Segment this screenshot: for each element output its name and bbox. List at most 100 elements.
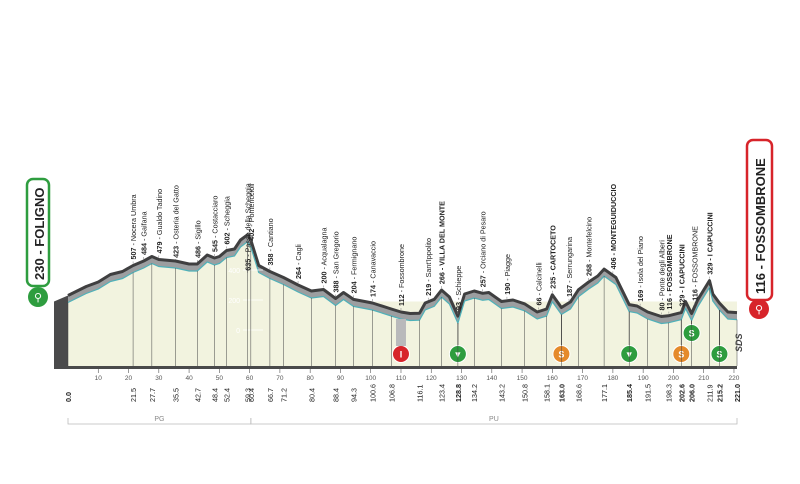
- finish-label: 116 - FOSSOMBRONE: [753, 158, 768, 294]
- place-label: 545 - Costacciaro: [211, 196, 220, 252]
- elevation-tick-label: 0: [236, 328, 240, 335]
- start-bike-circle: [28, 287, 48, 307]
- place-label: 169 - Isola del Piano: [636, 236, 645, 302]
- elevation-tick-label: 200: [228, 298, 240, 305]
- km-tick-label: 90: [337, 375, 345, 382]
- km-tick-label: 170: [577, 375, 588, 382]
- km-label: 128.8: [454, 384, 463, 402]
- profile-ridge: [67, 233, 738, 318]
- km-label: 59.3: [244, 388, 253, 402]
- place-label: 187 - Serrungarina: [565, 237, 574, 297]
- km-label: 80.4: [307, 388, 316, 402]
- profile-plain: [68, 241, 737, 366]
- km-tick-label: 60: [246, 375, 254, 382]
- km-label: 198.3: [664, 384, 673, 402]
- intermediate-column: [395, 319, 406, 346]
- km-tick-label: 160: [547, 375, 558, 382]
- km-tick-label: 140: [486, 375, 497, 382]
- place-label: 264 - Cagli: [294, 244, 303, 279]
- km-tick-label: 40: [185, 375, 193, 382]
- km-tick-label: 130: [456, 375, 467, 382]
- region-brackets: PG PU: [67, 416, 738, 425]
- km-tick-label: 120: [426, 375, 437, 382]
- place-label: 93 - Schieppe: [454, 266, 463, 310]
- place-label: 266 - VILLA DEL MONTE: [438, 201, 447, 284]
- place-label: 268 - Montefelcino: [585, 217, 594, 276]
- km-tick-label: 20: [125, 375, 133, 382]
- place-label: 174 - Canavaccio: [369, 241, 378, 297]
- km-tick-label: 210: [698, 375, 709, 382]
- km-label: 88.4: [332, 388, 341, 402]
- place-label: 484 - Gaifana: [140, 211, 149, 255]
- bicycle-icon: ⚲: [755, 303, 763, 316]
- place-label: 257 - Orciano di Pesaro: [479, 211, 488, 287]
- place-label: 329 - I CAPUCCINI: [705, 212, 714, 274]
- km-label: 106.8: [387, 384, 396, 402]
- place-label: 388 - San Gregorio: [332, 231, 341, 292]
- km-label: 150.8: [520, 384, 529, 402]
- start-badge-box: [25, 177, 51, 288]
- start-label: 230 - FOLIGNO: [32, 188, 47, 280]
- km-label: 163.0: [557, 384, 566, 402]
- km-tick-label: 220: [729, 375, 740, 382]
- finish-bike-circle: [749, 299, 769, 319]
- place-label: 406 - MONTEGUIDUCCIO: [609, 183, 618, 269]
- place-label: 190 - Piagge: [503, 254, 512, 295]
- km-label: 123.4: [438, 384, 447, 402]
- region-label: PU: [489, 416, 499, 423]
- place-label: 66 - Calcinelli: [535, 262, 544, 306]
- km-label: 221.0: [733, 384, 742, 402]
- km-tick-label: 150: [517, 375, 528, 382]
- km-label: 27.7: [148, 388, 157, 402]
- km-tick-label: 30: [155, 375, 163, 382]
- km-tick-label: 190: [638, 375, 649, 382]
- km-tick-label: 70: [276, 375, 284, 382]
- km-label: 116.1: [415, 385, 424, 402]
- km-label: 143.2: [497, 384, 506, 402]
- km-tick-label: 110: [396, 375, 407, 382]
- place-label: 235 - CARTOCETO: [548, 225, 557, 289]
- km-label: 191.5: [644, 384, 653, 402]
- bicycle-icon: ⚲: [34, 291, 42, 304]
- km-label: 48.4: [211, 388, 220, 402]
- place-label: 479 - Gualdo Tadino: [155, 189, 164, 254]
- region-label: PG: [154, 416, 164, 423]
- region-bracket: [250, 418, 738, 425]
- km-label: 0.0: [64, 392, 73, 402]
- place-label: 635 - Passo della Scheggia: [244, 183, 253, 271]
- km-label: 215.2: [715, 384, 724, 402]
- km-tick-label: 200: [668, 375, 679, 382]
- elevation-ticks: 400 200 0: [228, 268, 263, 335]
- km-tick-label: 80: [307, 375, 315, 382]
- km-tick-label: 180: [607, 375, 618, 382]
- km-label: 94.3: [349, 388, 358, 402]
- km-ticks: 10 20 30 40 50 60 70 80 90 100 110 120 130 140 150 160 1…: [95, 369, 740, 382]
- place-label: 116 - FOSSOMBRONE: [665, 234, 674, 309]
- km-label: 71.2: [280, 388, 289, 402]
- km-label: 21.5: [129, 388, 138, 402]
- place-label: 486 - Sigillo: [193, 220, 202, 258]
- start-wall: [54, 295, 68, 366]
- km-label: 211.9: [705, 385, 714, 402]
- place-label: 358 - Cantiano: [266, 218, 275, 265]
- place-label: 116 - FOSSOMBRONE: [691, 226, 700, 301]
- place-label: 204 - Fermignano: [349, 237, 358, 294]
- km-label: 134.2: [470, 384, 479, 402]
- place-label: 507 - Nocera Umbra: [129, 194, 138, 259]
- km-label: 60.4: [247, 388, 256, 402]
- place-label: 402 - Pontericcioli: [247, 183, 256, 241]
- baseline: [54, 366, 737, 369]
- km-label: 158.1: [543, 384, 552, 402]
- elevation-tick-label: 400: [228, 268, 240, 275]
- km-tick-label: 10: [95, 375, 103, 382]
- km-label: 66.7: [266, 388, 275, 402]
- start-badge: 230 - FOLIGNO ⚲: [25, 177, 51, 307]
- sds-logo: SDS: [734, 333, 744, 352]
- place-label: 602 - Scheggia: [223, 196, 232, 244]
- place-label: 200 - Acqualagna: [319, 228, 328, 284]
- km-tick-label: 50: [216, 375, 224, 382]
- km-label: 206.0: [688, 384, 697, 402]
- km-label: 177.1: [600, 384, 609, 402]
